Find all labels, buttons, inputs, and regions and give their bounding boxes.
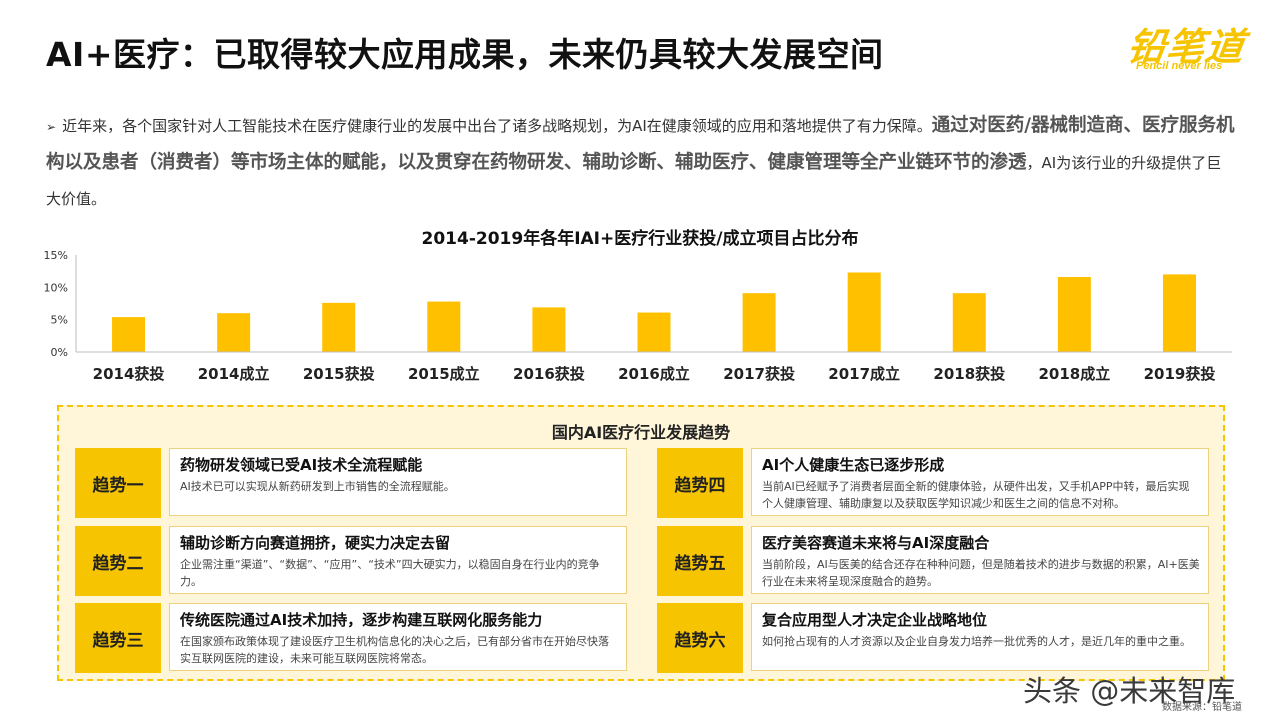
bar	[322, 302, 356, 352]
x-tick-label: 2016获投	[513, 365, 585, 383]
trend-content: 药物研发领域已受AI技术全流程赋能 AI技术已可以实现从新药研发到上市销售的全流…	[169, 448, 627, 516]
bullet-arrow-icon: ➢	[46, 120, 57, 134]
x-tick-label: 2018成立	[1038, 365, 1110, 383]
bar	[532, 307, 566, 352]
brand-logo: 铅笔道 Pencil never lies	[1124, 16, 1273, 78]
watermark: 头条 @未来智库	[1023, 674, 1236, 708]
chart-title: 2014-2019年各年IAI+医疗行业获投/成立项目占比分布	[421, 229, 859, 249]
bar	[1057, 276, 1091, 352]
x-tick-label: 2019获投	[1144, 365, 1216, 383]
trend-description: 当前阶段，AI与医美的结合还存在种种问题，但是随着技术的进步与数据的积累，AI+…	[762, 558, 1200, 588]
trend-tag: 趋势一	[75, 448, 161, 518]
logo-tagline: Pencil never lies	[1136, 60, 1223, 72]
x-tick-label: 2015获投	[303, 365, 375, 383]
trend-tag: 趋势二	[75, 526, 161, 596]
intro-paragraph: ➢ 近年来，各个国家针对人工智能技术在医疗健康行业的发展中出台了诸多战略规划，为A…	[46, 108, 1236, 217]
trends-panel-title: 国内AI医疗行业发展趋势	[551, 423, 731, 442]
trend-heading: 复合应用型人才决定企业战略地位	[762, 611, 988, 629]
bar-chart: 0% 5% 10% 15% 2014获投 2014成立 2015获投 2015成立 2016获投…	[44, 249, 1232, 383]
trend-tag: 趋势四	[657, 448, 743, 518]
x-tick-label: 2014成立	[198, 365, 270, 383]
trend-heading: 药物研发领域已受AI技术全流程赋能	[180, 456, 423, 474]
x-tick-label: 2017获投	[723, 365, 795, 383]
trend-content: 复合应用型人才决定企业战略地位 如何抢占现有的人才资源以及企业自身发力培养一批优…	[751, 603, 1209, 671]
bar	[637, 312, 671, 352]
x-tick-label: 2017成立	[828, 365, 900, 383]
trend-description: 企业需注重“渠道”、“数据”、“应用”、“技术”四大硬实力，以稳固自身在行业内的…	[180, 558, 600, 588]
intro-text-2: ，AI为该行业的升级提供了巨大价值。	[46, 154, 1222, 208]
data-source: 数据来源：铅笔道	[1162, 702, 1242, 713]
trend-heading: AI个人健康生态已逐步形成	[762, 456, 945, 474]
trend-description: AI技术已可以实现从新药研发到上市销售的全流程赋能。	[180, 480, 455, 493]
trend-tag: 趋势五	[657, 526, 743, 596]
y-tick-label: 0%	[51, 346, 68, 359]
bar	[742, 293, 776, 352]
trend-heading: 传统医院通过AI技术加持，逐步构建互联网化服务能力	[180, 611, 543, 629]
trend-content: 传统医院通过AI技术加持，逐步构建互联网化服务能力 在国家颁布政策体现了建设医疗…	[169, 603, 627, 671]
trend-content: 医疗美容赛道未来将与AI深度融合 当前阶段，AI与医美的结合还存在种种问题，但是…	[751, 526, 1209, 594]
intro-text-emphasis: 通过对医药/器械制造商、医疗服务机构以及患者（消费者）等市场主体的赋能，以及贯穿…	[46, 115, 1235, 173]
bar	[217, 313, 251, 352]
trend-tag: 趋势三	[75, 603, 161, 673]
trend-content: AI个人健康生态已逐步形成 当前AI已经赋予了消费者层面全新的健康体验，从硬件出…	[751, 448, 1209, 516]
bar	[112, 317, 146, 352]
trend-content: 辅助诊断方向赛道拥挤，硬实力决定去留 企业需注重“渠道”、“数据”、“应用”、“…	[169, 526, 627, 594]
y-tick-label: 5%	[51, 314, 68, 327]
trend-description: 在国家颁布政策体现了建设医疗卫生机构信息化的决心之后，已有部分省市在开始尽快落实…	[180, 635, 609, 665]
trend-tag: 趋势六	[657, 603, 743, 673]
trends-panel: 国内AI医疗行业发展趋势 趋势一 药物研发领域已受AI技术全流程赋能 AI技术已…	[57, 405, 1225, 681]
page-title: AI+医疗：已取得较大应用成果，未来仍具较大发展空间	[46, 35, 884, 74]
trend-heading: 辅助诊断方向赛道拥挤，硬实力决定去留	[180, 534, 451, 552]
bar	[1162, 274, 1196, 352]
bar	[952, 293, 986, 352]
intro-text-1: 近年来，各个国家针对人工智能技术在医疗健康行业的发展中出台了诸多战略规划，为AI…	[62, 117, 932, 135]
y-tick-label: 15%	[44, 249, 68, 262]
bar	[847, 272, 881, 352]
trend-description: 当前AI已经赋予了消费者层面全新的健康体验，从硬件出发，又手机APP中转，最后实…	[762, 480, 1190, 510]
x-tick-label: 2014获投	[93, 365, 165, 383]
x-tick-label: 2016成立	[618, 365, 690, 383]
x-tick-label: 2018获投	[933, 365, 1005, 383]
y-tick-label: 10%	[44, 281, 68, 294]
trend-heading: 医疗美容赛道未来将与AI深度融合	[762, 534, 990, 552]
trend-description: 如何抢占现有的人才资源以及企业自身发力培养一批优秀的人才，是近几年的重中之重。	[762, 635, 1191, 648]
bar	[427, 301, 461, 352]
x-tick-label: 2015成立	[408, 365, 480, 383]
